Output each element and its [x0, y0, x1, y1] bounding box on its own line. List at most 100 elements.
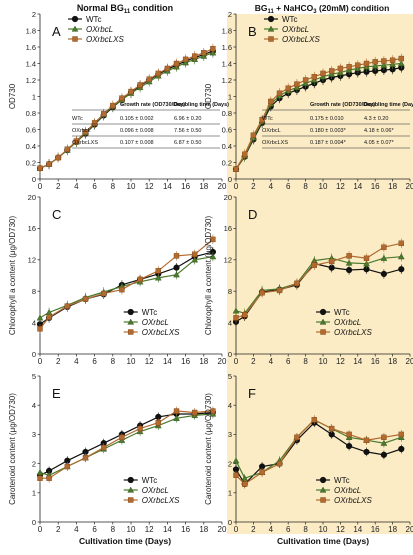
x-tick-label: 8 [303, 357, 308, 366]
y-tick-label: 0.8 [222, 109, 232, 118]
data-point [363, 260, 370, 267]
x-tick-label: 10 [319, 357, 328, 366]
data-point [389, 57, 396, 63]
data-point [173, 253, 180, 259]
legend-label: OXrbcLXS [142, 328, 180, 337]
y-tick-label: 1.8 [222, 26, 232, 35]
table-cell: 0.107 ± 0.008 [120, 140, 154, 146]
series-OXrbcL [36, 47, 217, 174]
data-point [100, 290, 107, 297]
y-tick-label: 8 [32, 287, 36, 296]
series-OXrbcLXS [37, 43, 216, 174]
legend-marker [128, 329, 134, 335]
data-point [173, 414, 180, 421]
data-point [398, 55, 404, 62]
legend-label: OXrbcL [142, 486, 169, 495]
x-tick-label: 16 [181, 525, 190, 534]
data-point [209, 253, 217, 260]
legend-item: OXrbcL [316, 318, 361, 327]
y-tick-label: 2 [32, 10, 36, 19]
legend-label: OXrbcL [282, 25, 309, 34]
y-tick-label: 0.8 [26, 109, 36, 118]
legend-label: WTc [142, 476, 158, 485]
table-cell: OXrbcLXS [72, 140, 98, 146]
data-point [173, 264, 180, 271]
x-tick-label: 6 [286, 357, 291, 366]
data-point [233, 472, 239, 478]
y-tick-label: 3 [32, 430, 36, 439]
legend-label: OXrbcL [334, 486, 361, 495]
data-point [82, 455, 89, 461]
data-point [372, 59, 378, 65]
data-point [397, 253, 405, 260]
y-tick-label: 1 [32, 489, 36, 498]
legend-marker [71, 15, 79, 23]
series-WTc [36, 247, 216, 329]
x-tick-label: 12 [145, 525, 154, 534]
data-point [137, 425, 143, 432]
x-tick-label: 10 [319, 525, 328, 534]
x-tick-label: 20 [406, 525, 413, 534]
y-tick-label: 16 [224, 224, 232, 233]
x-tick-label: 14 [163, 525, 172, 534]
data-point [37, 475, 43, 481]
y-tick-label: 20 [224, 193, 232, 202]
data-point [380, 254, 388, 261]
x-tick-label: 2 [251, 357, 256, 366]
table-cell: 0.105 ± 0.002 [120, 116, 154, 122]
y-tick-label: 12 [224, 256, 232, 265]
table-header-doubling: Doubling time (Days) [364, 102, 413, 108]
data-point [259, 290, 265, 296]
legend-item: OXrbcLXS [264, 35, 320, 44]
data-point [191, 256, 199, 263]
legend-label: OXrbcLXS [142, 496, 180, 505]
x-tick-label: 20 [218, 357, 227, 366]
legend-item: OXrbcL [316, 486, 361, 495]
legend-marker [72, 36, 78, 42]
legend-marker [268, 36, 274, 42]
data-point [294, 81, 300, 87]
data-point [363, 60, 370, 67]
data-point [398, 445, 405, 453]
x-tick-label: 16 [181, 182, 190, 191]
x-tick-label: 0 [38, 525, 43, 534]
legend-item: OXrbcLXS [123, 496, 180, 505]
growth-table-B: Growth rate (OD730/Day)Doubling time (Da… [262, 102, 413, 149]
data-point [146, 76, 152, 82]
legend-item: WTc [68, 15, 102, 24]
y-tick-label: 1.2 [222, 76, 232, 85]
data-point [182, 56, 189, 63]
y-axis-label: OD730 [204, 83, 213, 109]
y-tick-label: 5 [228, 372, 232, 381]
legend-marker [319, 486, 327, 493]
data-point [155, 70, 162, 77]
legend-marker [319, 318, 327, 325]
data-point [233, 166, 239, 172]
series-line [39, 251, 214, 325]
y-tick-label: 0.6 [222, 125, 232, 134]
data-point [363, 448, 370, 456]
data-point [210, 45, 216, 52]
legend-marker [127, 318, 135, 325]
y-tick-label: 8 [228, 287, 232, 296]
data-point [294, 280, 300, 287]
data-point [276, 287, 283, 294]
legend-label: OXrbcL [86, 25, 113, 34]
data-point [210, 236, 216, 243]
y-axis-label: Carotenoid content (μg/OD730) [8, 393, 17, 505]
data-point [398, 266, 405, 273]
x-tick-label: 2 [56, 525, 61, 534]
data-point [398, 240, 404, 247]
x-tick-label: 10 [127, 182, 136, 191]
y-tick-label: 12 [28, 256, 36, 265]
y-tick-label: 0.4 [26, 142, 36, 151]
data-point [36, 314, 44, 321]
data-point [173, 60, 180, 67]
legend-item: WTc [316, 308, 350, 317]
data-point [346, 253, 352, 259]
table-cell: OXrbcL [72, 128, 91, 134]
table-cell: 4.18 ± 0.06* [364, 128, 394, 134]
legend-label: WTc [142, 308, 158, 317]
legend-marker [267, 25, 275, 32]
